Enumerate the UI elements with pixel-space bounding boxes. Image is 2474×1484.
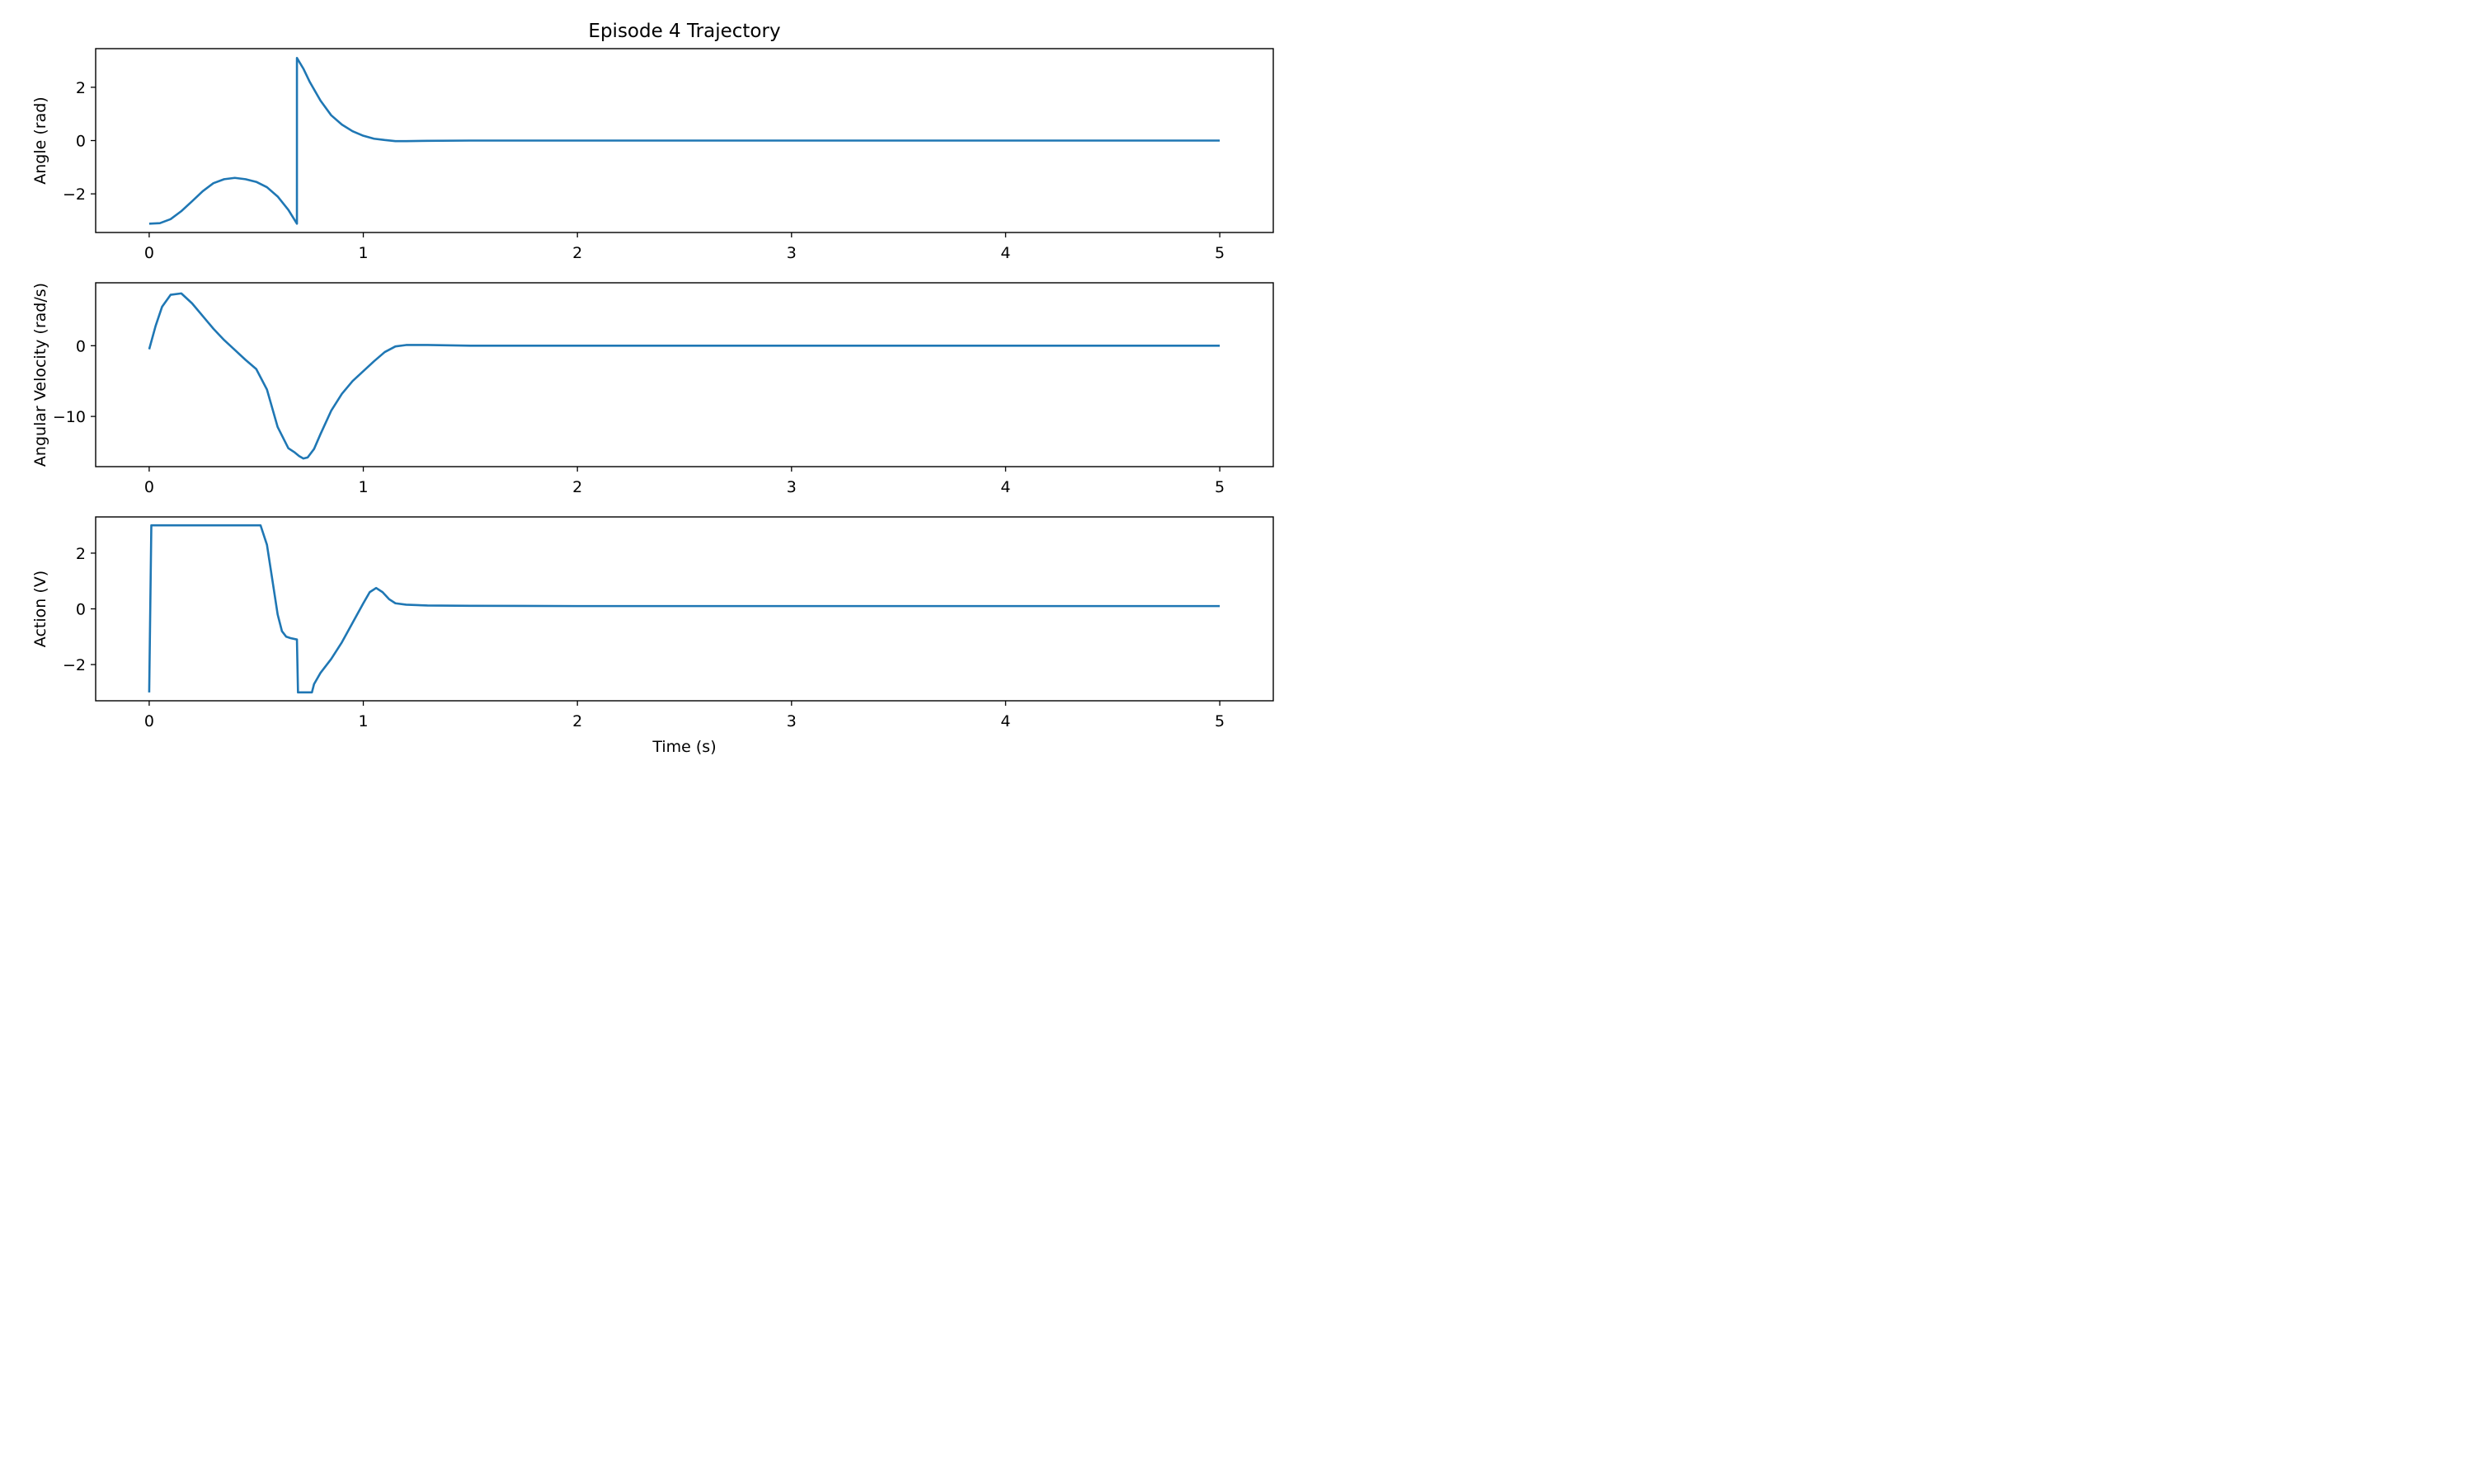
x-tick-label: 2 — [572, 712, 582, 730]
x-tick-label: 3 — [787, 244, 797, 262]
x-tick-label: 1 — [358, 244, 368, 262]
x-tick-label: 4 — [1000, 712, 1010, 730]
y-tick-label: −2 — [63, 186, 86, 204]
subplots: 0 1 2 3 4 5 −2 0 2 Angle (rad) 0 1 2 3 4 5 −10 0 Angular V… — [31, 48, 1274, 730]
y-tick-label: 0 — [76, 337, 86, 355]
x-tick-label: 4 — [1000, 244, 1010, 262]
series-line-angular-velocity — [148, 292, 1221, 460]
figure: Episode 4 Trajectory Time (s) 0 1 2 3 4 5 −2 0 2… — [0, 0, 1293, 776]
y-tick-label: 2 — [76, 545, 86, 563]
x-tick-label: 2 — [572, 478, 582, 496]
figure-background — [0, 0, 1293, 776]
x-tick-label: 5 — [1215, 478, 1225, 496]
y-tick-label: 2 — [76, 79, 86, 97]
x-tick-label: 4 — [1000, 478, 1010, 496]
x-tick-label: 1 — [358, 712, 368, 730]
subplot-angular-velocity: 0 1 2 3 4 5 −10 0 Angular Velocity (rad/s) — [31, 282, 1274, 496]
x-tick-label: 0 — [144, 244, 154, 262]
y-axis-label-action: Action (V) — [31, 571, 49, 647]
y-axis-label-angle: Angle (rad) — [31, 96, 49, 184]
x-axis-label: Time (s) — [651, 738, 716, 756]
x-tick-label: 1 — [358, 478, 368, 496]
x-tick-label: 3 — [787, 712, 797, 730]
y-axis-label-angular-velocity: Angular Velocity (rad/s) — [31, 283, 49, 467]
subplot-angle: 0 1 2 3 4 5 −2 0 2 Angle (rad) — [31, 48, 1274, 262]
x-tick-label: 0 — [144, 712, 154, 730]
y-tick-label: −2 — [63, 656, 86, 674]
axes-frame-angular-velocity — [95, 282, 1274, 467]
x-tick-label: 3 — [787, 478, 797, 496]
y-tick-label: 0 — [76, 133, 86, 151]
y-tick-label: 0 — [76, 601, 86, 619]
x-tick-label: 5 — [1215, 712, 1225, 730]
chart-title: Episode 4 Trajectory — [588, 21, 780, 42]
x-tick-label: 5 — [1215, 244, 1225, 262]
x-tick-label: 2 — [572, 244, 582, 262]
subplot-action: 0 1 2 3 4 5 −2 0 2 Action (V) — [31, 516, 1274, 730]
y-tick-label: −10 — [53, 408, 86, 426]
series-line-angle — [148, 57, 1221, 225]
x-tick-label: 0 — [144, 478, 154, 496]
series-line-action — [148, 524, 1221, 694]
